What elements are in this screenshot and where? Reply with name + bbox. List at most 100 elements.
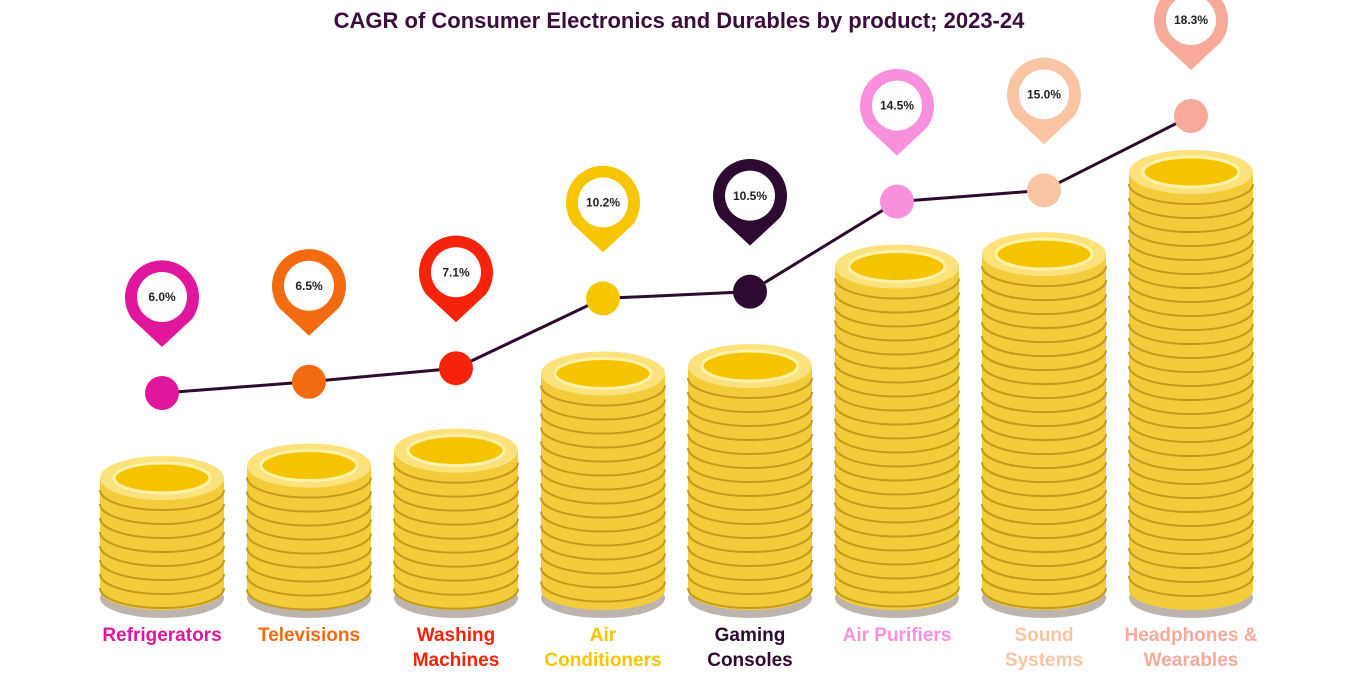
- coin-edge: [540, 497, 666, 519]
- category-label: Washing Machines: [412, 625, 500, 671]
- coin-edge: [246, 491, 372, 513]
- coin-edge: [540, 399, 666, 421]
- coin-face: [1141, 155, 1241, 189]
- coin-edge: [981, 531, 1107, 554]
- coin-stack: [981, 232, 1107, 618]
- coin-edge: [981, 559, 1107, 582]
- dot: [1174, 99, 1208, 133]
- coin-edge: [834, 334, 960, 356]
- coin-edge: [687, 405, 813, 428]
- coin-edge: [1128, 435, 1254, 457]
- coin-edge: [1128, 309, 1254, 331]
- coin-edge: [540, 441, 666, 463]
- coin-edge: [981, 447, 1107, 470]
- trend-line: [161, 114, 1192, 395]
- coin-edge: [99, 559, 225, 581]
- coin-edge: [834, 432, 960, 454]
- category-label: Sound Systems: [1004, 625, 1084, 671]
- coin-edge: [1128, 323, 1254, 345]
- coin-edge: [540, 483, 666, 505]
- stack-base: [394, 570, 518, 610]
- stack-base: [688, 570, 812, 610]
- coin-edge: [393, 504, 519, 526]
- coin-edge: [981, 391, 1107, 414]
- coin-edge: [1128, 267, 1254, 289]
- coin-edge: [981, 489, 1107, 512]
- coin-edge: [687, 489, 813, 512]
- coin-edge: [834, 446, 960, 468]
- chart-title: CAGR of Consumer Electronics and Durable…: [333, 8, 1025, 33]
- coin-stack: [834, 244, 960, 618]
- coin-edge: [393, 462, 519, 484]
- value-label: 10.5%: [733, 189, 767, 203]
- coin-edge: [687, 419, 813, 442]
- coin-edge: [834, 348, 960, 370]
- coin-edge: [393, 490, 519, 512]
- coin-edge: [393, 588, 519, 610]
- coin-edge: [393, 574, 519, 596]
- coin-edge: [393, 476, 519, 498]
- category-label: Headphones & Wearables: [1124, 625, 1258, 671]
- coin-stack: [540, 351, 666, 618]
- stack-body: [688, 366, 812, 590]
- coin-edge: [834, 474, 960, 496]
- coin-edge: [687, 377, 813, 400]
- category-label: Air Purifiers: [842, 625, 952, 646]
- coin-edge: [834, 544, 960, 566]
- coin-edge: [687, 461, 813, 484]
- coin-edge: [834, 488, 960, 510]
- value-label: 18.3%: [1174, 13, 1208, 27]
- coin-edge: [1128, 253, 1254, 275]
- stack-base: [541, 570, 665, 610]
- coin-face: [847, 250, 947, 284]
- coin-edge: [1128, 379, 1254, 401]
- coin-edge: [834, 460, 960, 482]
- value-label: 15.0%: [1027, 87, 1061, 101]
- coin-edge: [687, 587, 813, 610]
- coin-face: [406, 434, 506, 468]
- coin-edge: [540, 469, 666, 491]
- coin-edge: [981, 363, 1107, 386]
- coin-edge: [540, 539, 666, 561]
- coin-edge: [834, 376, 960, 398]
- coin-edge: [834, 306, 960, 328]
- coin-face: [553, 357, 653, 391]
- coin-edge: [246, 589, 372, 611]
- coin-edge: [246, 575, 372, 597]
- stack-base: [835, 570, 959, 610]
- dot: [1027, 173, 1061, 208]
- value-label: 6.5%: [295, 279, 323, 293]
- coin-edge: [981, 573, 1107, 596]
- category-label: Refrigerators: [102, 625, 222, 646]
- coin-edge: [1128, 533, 1254, 555]
- coin-edge: [981, 321, 1107, 344]
- coin-edge: [540, 413, 666, 435]
- coin-edge: [540, 525, 666, 547]
- coin-edge: [246, 547, 372, 569]
- coin-edge: [981, 517, 1107, 540]
- dot: [880, 184, 914, 219]
- coin-edge: [246, 477, 372, 499]
- coin-edge: [393, 560, 519, 582]
- pin-hole: [1019, 69, 1069, 120]
- coin-edge: [981, 349, 1107, 372]
- coin-edge: [1128, 281, 1254, 303]
- pin-hole: [1166, 0, 1216, 45]
- coin-edge: [981, 419, 1107, 442]
- coin-edge: [981, 587, 1107, 610]
- coin-edge: [246, 561, 372, 583]
- coin-edge: [1128, 547, 1254, 569]
- coin-edge: [393, 532, 519, 554]
- coin-edge: [246, 519, 372, 541]
- dot: [586, 281, 620, 316]
- coin-edge: [99, 545, 225, 567]
- coin-edge: [981, 377, 1107, 400]
- coin-edge: [687, 433, 813, 456]
- coin-edge: [99, 587, 225, 609]
- coin-edge: [99, 573, 225, 595]
- coin-edge: [834, 418, 960, 440]
- coin-edge: [834, 404, 960, 426]
- coin-face: [700, 349, 800, 383]
- dot: [145, 376, 179, 410]
- coin-edge: [540, 581, 666, 603]
